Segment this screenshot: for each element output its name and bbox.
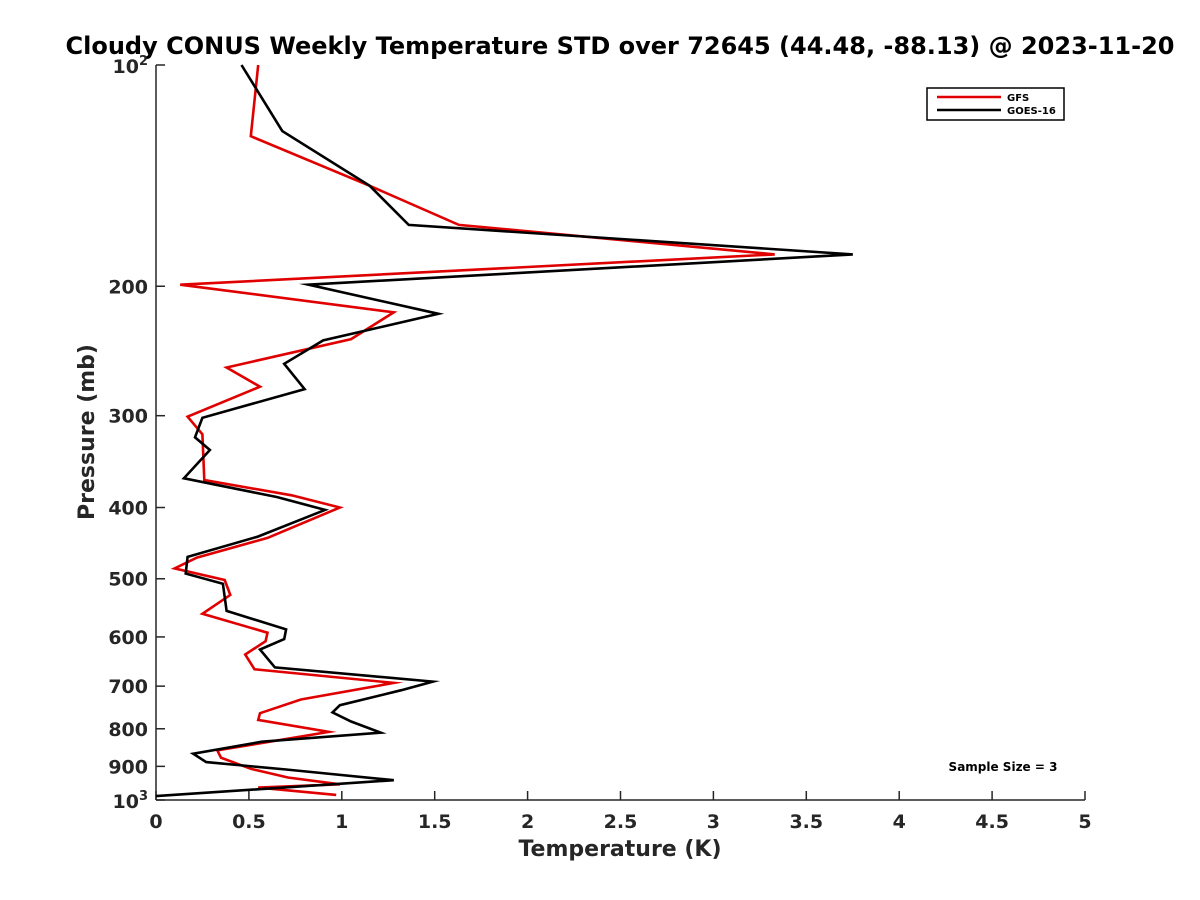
x-tick-label: 0.5	[232, 811, 266, 833]
x-axis-label: Temperature (K)	[518, 837, 721, 862]
chart-title: Cloudy CONUS Weekly Temperature STD over…	[66, 32, 1175, 60]
axes: 0 0.5 1 1.5 2 2.5 3 3.5 4 4.5 5 102 200 300 400 500 600 7…	[108, 54, 1091, 833]
x-tick-label: 4	[893, 811, 906, 833]
legend-box	[926, 87, 1065, 121]
y-tick-label: 600	[108, 627, 148, 649]
x-tick-label: 0	[149, 811, 162, 833]
y-axis-label: Pressure (mb)	[75, 344, 100, 520]
sample-size-annotation: Sample Size = 3	[949, 760, 1058, 774]
y-tick-label: 200	[108, 276, 148, 298]
x-tick-label: 1	[335, 811, 348, 833]
y-tick-label: 900	[108, 756, 148, 778]
y-tick-label: 700	[108, 676, 148, 698]
y-tick-label: 300	[108, 406, 148, 428]
x-tick-label: 2	[521, 811, 534, 833]
legend: GFS GOES-16	[926, 87, 1065, 121]
y-tick-label: 500	[108, 569, 148, 591]
x-tick-label: 3.5	[789, 811, 823, 833]
y-tick-label: 400	[108, 498, 148, 520]
legend-label-gfs: GFS	[1007, 93, 1029, 104]
y-tick-label: 103	[113, 789, 149, 813]
x-tick-label: 4.5	[975, 811, 1009, 833]
plot-series	[155, 64, 853, 798]
y-tick-label: 800	[108, 719, 148, 741]
x-tick-label: 2.5	[604, 811, 638, 833]
y-tick-label: 102	[113, 54, 149, 78]
series-line-goes16	[155, 64, 853, 798]
x-tick-label: 3	[707, 811, 720, 833]
x-tick-label: 1.5	[418, 811, 452, 833]
legend-label-goes16: GOES-16	[1007, 106, 1056, 117]
series-line-gfs	[170, 64, 775, 797]
x-tick-label: 5	[1078, 811, 1091, 833]
